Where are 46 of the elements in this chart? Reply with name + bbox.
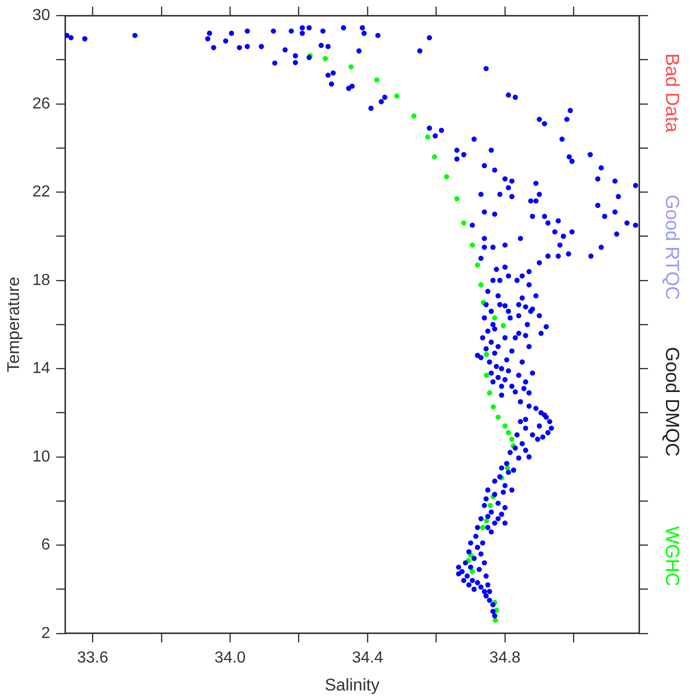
point [490,404,496,410]
y-tick-label: 14 [32,360,50,378]
y-tick-label: 26 [32,95,50,112]
point [506,430,512,436]
point [496,414,501,420]
point [500,323,506,328]
point [502,423,508,429]
point [509,436,514,442]
point [425,134,430,140]
point [470,242,475,248]
text: Good DMQC [660,346,682,457]
y-tick-label: 30 [32,7,50,24]
x-tick-label: 34.4 [352,649,384,666]
point [488,502,493,508]
point [322,56,328,62]
y-tick-label: 10 [32,448,50,466]
y-tick-label: 2 [41,624,50,642]
text: WGHC [660,526,682,586]
point [480,524,486,530]
x-tick-label: 34.8 [489,649,521,666]
point [484,518,490,524]
point [478,282,484,288]
point [461,220,466,226]
text: Good RTQC [660,194,682,300]
point [454,196,460,202]
point [411,113,417,119]
point [474,262,480,268]
point [374,77,380,82]
point [470,569,475,574]
y-tick-label: 22 [32,184,50,201]
point [484,352,490,358]
point [348,64,354,70]
point [432,154,438,160]
x-tick-label: 33.6 [77,649,108,666]
x-tick-label: 34.0 [214,649,246,666]
point [492,618,498,623]
text: Bad Data [660,53,682,133]
x-axis-title: Salinity [324,675,380,694]
y-tick-label: 6 [41,536,50,554]
point [492,315,498,320]
point [394,93,400,99]
point [486,390,492,396]
point [444,174,450,180]
point [484,372,490,378]
y-axis-title: Temperature [4,276,23,372]
y-tick-label: 18 [32,272,50,289]
